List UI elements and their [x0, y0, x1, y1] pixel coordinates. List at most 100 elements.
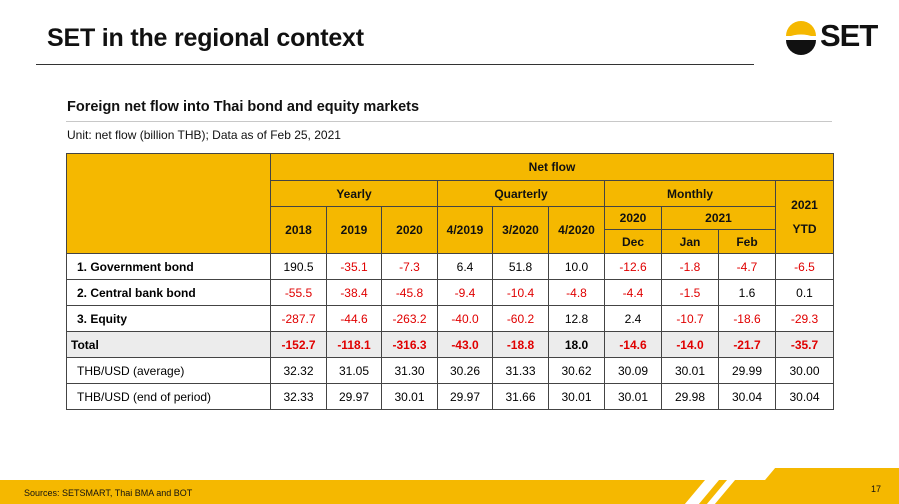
- table-cell: -10.7: [661, 305, 719, 332]
- table-cell: -14.6: [604, 331, 662, 358]
- table-cell: -4.7: [718, 253, 776, 280]
- table-cell: -287.7: [270, 305, 327, 332]
- table-row: 2. Central bank bond -55.5 -38.4 -45.8 -9.4-…: [66, 279, 835, 306]
- header-ytd-label: YTD: [792, 222, 817, 236]
- table-cell: -43.0: [437, 331, 493, 358]
- table-cell: 30.26: [437, 357, 493, 384]
- table-cell: -45.8: [381, 279, 438, 306]
- source-note: Sources: SETSMART, Thai BMA and BOT: [24, 488, 193, 498]
- table-cell: -60.2: [492, 305, 549, 332]
- unit-note: Unit: net flow (billion THB); Data as of…: [67, 128, 341, 142]
- slide-title: SET in the regional context: [47, 24, 364, 52]
- set-logo: SET: [784, 18, 884, 58]
- row-label: THB/USD (average): [66, 357, 271, 384]
- table-cell: -44.6: [326, 305, 382, 332]
- table-cell: 31.66: [492, 383, 549, 410]
- header-net-flow: Net flow: [269, 153, 835, 181]
- table-cell: 31.30: [381, 357, 438, 384]
- table-cell: -38.4: [326, 279, 382, 306]
- table-row: THB/USD (average) 32.32 31.05 31.30 30.26 31.…: [66, 357, 835, 384]
- table-cell: -7.3: [381, 253, 438, 280]
- table-cell: 32.33: [270, 383, 327, 410]
- header-month-year-2020: 2020: [604, 206, 662, 230]
- table-cell: 30.01: [604, 383, 662, 410]
- header-col-4-2019: 4/2019: [437, 206, 493, 254]
- header-col-feb: Feb: [718, 229, 776, 254]
- table-cell: 51.8: [492, 253, 549, 280]
- table-cell: 30.01: [381, 383, 438, 410]
- table-cell: 10.0: [548, 253, 605, 280]
- table-cell: -35.7: [774, 331, 835, 358]
- table-cell: 30.09: [604, 357, 662, 384]
- row-label: 2. Central bank bond: [66, 279, 271, 306]
- table-cell: 29.97: [326, 383, 382, 410]
- table-cell: -18.8: [492, 331, 549, 358]
- row-label: Total: [66, 331, 271, 358]
- table-cell: 30.00: [774, 357, 835, 384]
- header-col-2018: 2018: [270, 206, 327, 254]
- table-row: Total -152.7 -118.1 -316.3 -43.0 -18.8 18.0 -14…: [66, 331, 835, 358]
- table-cell: 30.62: [548, 357, 605, 384]
- table-cell: 29.97: [437, 383, 493, 410]
- table-cell: 30.04: [718, 383, 776, 410]
- net-flow-table: Net flow Yearly Quarterly Monthly 2021 Y…: [66, 153, 835, 410]
- header-ytd-year: 2021: [791, 198, 818, 212]
- table-cell: -40.0: [437, 305, 493, 332]
- table-cell: -10.4: [492, 279, 549, 306]
- table-cell: 0.1: [774, 279, 835, 306]
- table-cell: -18.6: [718, 305, 776, 332]
- table-cell: -35.1: [326, 253, 382, 280]
- header-col-dec: Dec: [604, 229, 662, 254]
- row-label: 3. Equity: [66, 305, 271, 332]
- table-row: 3. Equity -287.7 -44.6 -263.2 -40.0 -60.2 12.8…: [66, 305, 835, 332]
- table-cell: -1.5: [661, 279, 719, 306]
- table-cell: -4.4: [604, 279, 662, 306]
- header-month-year-2021: 2021: [661, 206, 776, 230]
- table-cell: 29.98: [661, 383, 719, 410]
- header-yearly: Yearly: [270, 180, 438, 207]
- table-row: THB/USD (end of period) 32.33 29.97 30.01 29…: [66, 383, 835, 410]
- section-heading: Foreign net flow into Thai bond and equi…: [67, 99, 420, 115]
- table-cell: 30.01: [548, 383, 605, 410]
- section-divider: [66, 121, 832, 122]
- table-cell: -1.8: [661, 253, 719, 280]
- header-col-2020: 2020: [381, 206, 438, 254]
- table-cell: 31.05: [326, 357, 382, 384]
- header-quarterly: Quarterly: [437, 180, 605, 207]
- table-corner: [66, 153, 271, 254]
- table-cell: -29.3: [774, 305, 835, 332]
- table-cell: 2.4: [604, 305, 662, 332]
- table-cell: 6.4: [437, 253, 493, 280]
- table-cell: 31.33: [492, 357, 549, 384]
- table-cell: -4.8: [548, 279, 605, 306]
- table-row: 1. Government bond 190.5 -35.1 -7.3 6.4 51.8 1…: [66, 253, 835, 280]
- table-cell: -14.0: [661, 331, 719, 358]
- header-col-2019: 2019: [326, 206, 382, 254]
- table-cell: -152.7: [270, 331, 327, 358]
- table-cell: -316.3: [381, 331, 438, 358]
- header-col-4-2020: 4/2020: [548, 206, 605, 254]
- table-cell: 30.04: [774, 383, 835, 410]
- table-cell: 29.99: [718, 357, 776, 384]
- table-cell: 18.0: [548, 331, 605, 358]
- header-monthly: Monthly: [604, 180, 776, 207]
- header-2021-ytd: 2021 YTD: [774, 180, 835, 254]
- table-cell: -55.5: [270, 279, 327, 306]
- table-cell: 12.8: [548, 305, 605, 332]
- set-logo-mark-icon: [786, 21, 816, 55]
- table-cell: 32.32: [270, 357, 327, 384]
- table-cell: -118.1: [326, 331, 382, 358]
- table-cell: -9.4: [437, 279, 493, 306]
- table-body: 1. Government bond 190.5 -35.1 -7.3 6.4 51.8 1…: [66, 253, 835, 410]
- table-cell: 190.5: [270, 253, 327, 280]
- set-logo-text: SET: [820, 18, 878, 53]
- table-cell: 1.6: [718, 279, 776, 306]
- table-cell: -6.5: [774, 253, 835, 280]
- table-cell: -12.6: [604, 253, 662, 280]
- title-divider: [36, 64, 754, 65]
- header-col-3-2020: 3/2020: [492, 206, 549, 254]
- table-cell: 30.01: [661, 357, 719, 384]
- row-label: 1. Government bond: [66, 253, 271, 280]
- page-number: 17: [871, 484, 882, 494]
- row-label: THB/USD (end of period): [66, 383, 271, 410]
